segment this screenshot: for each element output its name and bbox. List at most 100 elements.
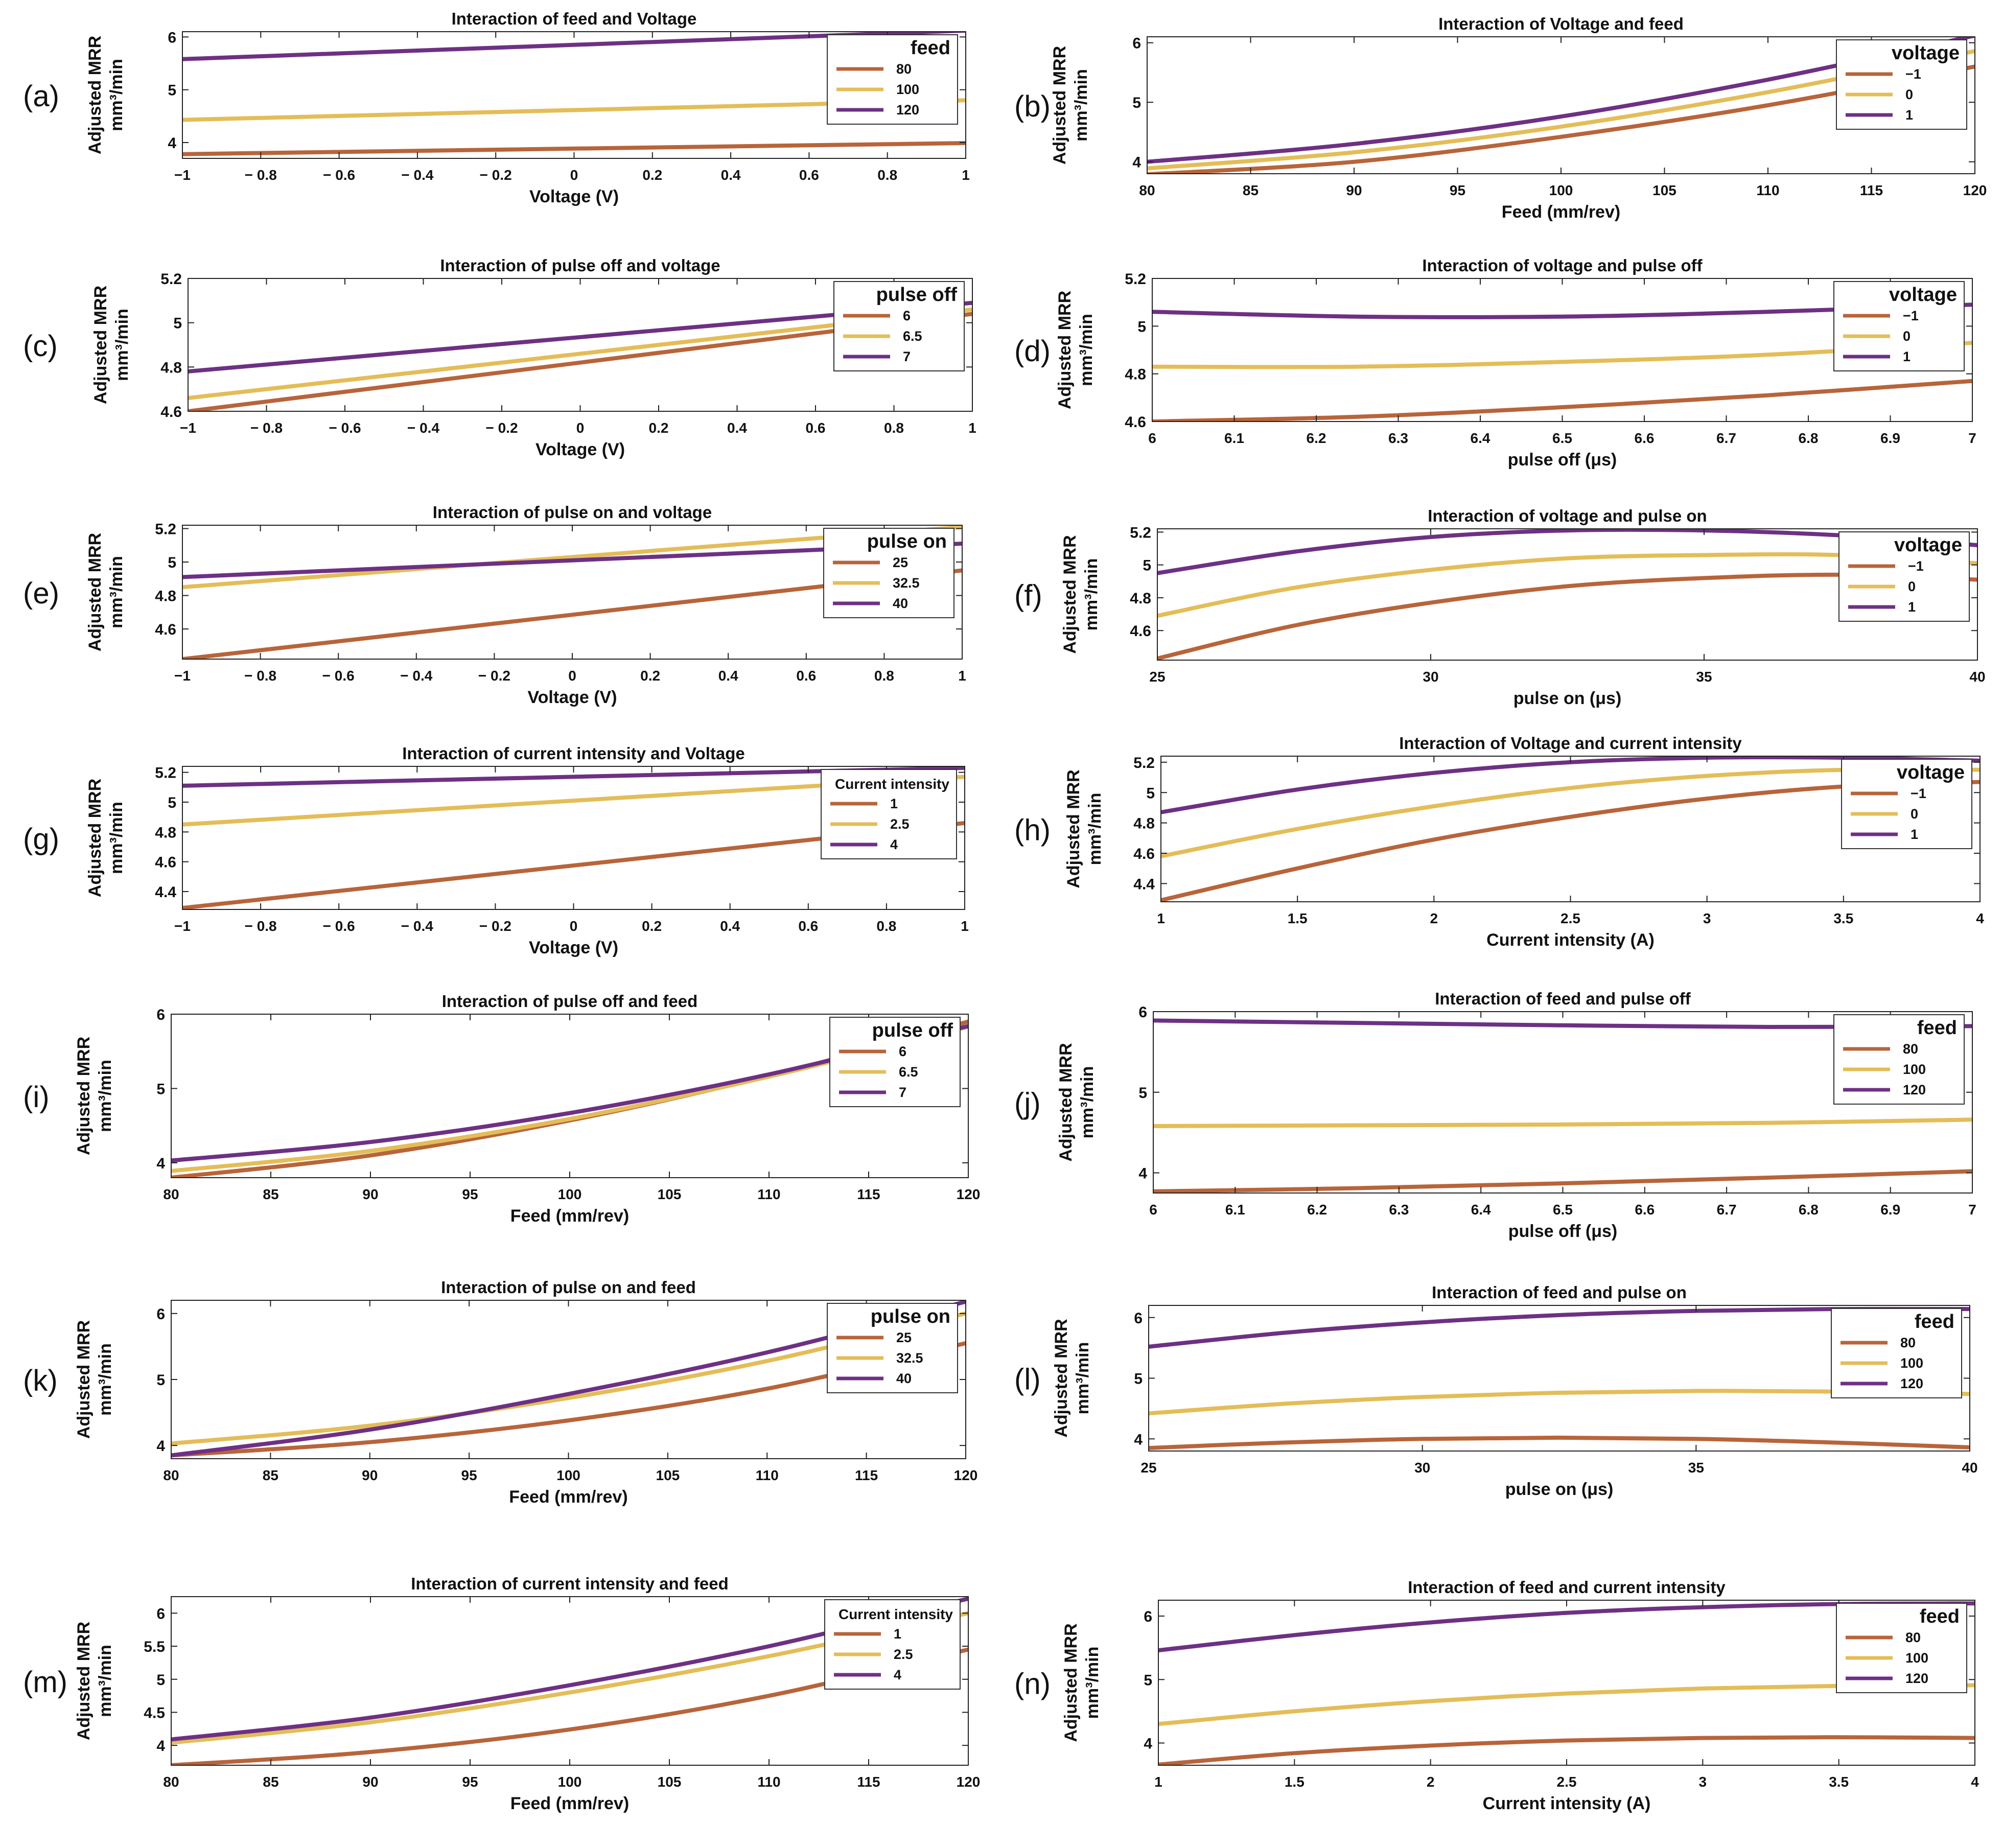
legend-box [824, 1599, 961, 1690]
x-tick-label: 110 [756, 1467, 779, 1483]
x-tick-label: 6.6 [1635, 430, 1655, 446]
legend-entry: 6 [903, 308, 911, 323]
x-axis-label: pulse off (μs) [1508, 1222, 1617, 1241]
y-tick-label: 5 [1144, 1672, 1152, 1689]
x-tick-label: 0 [568, 668, 576, 684]
y-axis-label: Adjusted MRR [85, 779, 105, 897]
y-tick-label: 5 [156, 1372, 165, 1389]
x-tick-label: 1 [968, 420, 976, 436]
legend: feed 80 100 120 [1833, 1014, 1965, 1105]
panel-m: (m) Interaction of current intensity and … [23, 1574, 980, 1813]
x-tick-label: 0.2 [640, 668, 660, 684]
legend-entry: 100 [1903, 1062, 1926, 1077]
x-tick-label: 0.4 [720, 918, 740, 934]
legend-title: voltage [1892, 42, 1960, 64]
y-tick-label: 5 [1134, 1371, 1143, 1388]
legend-title: feed [1917, 1017, 1957, 1039]
legend-entry: 1 [1911, 827, 1918, 842]
legend-entry: 7 [903, 349, 911, 364]
legend-entry: 0 [1911, 806, 1918, 822]
x-tick-label: 7 [1968, 1202, 1976, 1218]
x-tick-label: 6.7 [1716, 430, 1736, 446]
x-tick-label: 6.7 [1717, 1202, 1737, 1218]
y-tick-label: 4.6 [1125, 414, 1146, 431]
y-tick-label: 4.4 [155, 884, 176, 901]
legend-entry: 4 [890, 837, 898, 852]
x-tick-label: 120 [957, 1186, 981, 1202]
chart-title: Interaction of Voltage and feed [1438, 14, 1684, 33]
y-tick-label: 5.2 [1133, 755, 1155, 771]
legend-title: feed [1915, 1311, 1954, 1332]
panel-g: (g) Interaction of current intensity and … [23, 744, 969, 957]
x-tick-label: 6.9 [1880, 1202, 1900, 1218]
series-line-80 [1149, 1435, 1970, 1451]
y-tick-label: 4.6 [160, 404, 182, 420]
chart-title: Interaction of feed and pulse on [1432, 1283, 1687, 1302]
panel-c: (c) Interaction of pulse off and voltage A… [23, 256, 976, 459]
x-tick-label: 95 [462, 1774, 478, 1790]
x-tick-label: 110 [757, 1186, 780, 1202]
x-tick-label: − 0.6 [329, 420, 361, 436]
y-tick-label: 4.8 [155, 588, 176, 605]
y-tick-label: 4.8 [160, 359, 182, 376]
x-tick-label: 0.2 [642, 167, 662, 183]
y-tick-label: 4 [168, 135, 176, 152]
y-tick-label: 5.2 [1125, 271, 1146, 288]
x-tick-label: 100 [556, 1467, 580, 1483]
x-tick-label: 2.5 [1561, 910, 1580, 926]
legend-entry: −1 [1903, 308, 1919, 323]
x-tick-label: 0.6 [798, 918, 818, 934]
chart-title: Interaction of pulse off and voltage [440, 256, 720, 275]
chart-title: Interaction of feed and current intensit… [1408, 1578, 1726, 1597]
x-tick-label: 110 [757, 1774, 780, 1790]
legend: feed 80 100 120 [1836, 1603, 1967, 1693]
legend-entry: 1 [1903, 349, 1911, 364]
y-axis-unit: mm³/min [1078, 1066, 1097, 1139]
x-tick-label: 115 [855, 1467, 878, 1483]
y-tick-label: 4 [1132, 154, 1141, 171]
x-axis-label: pulse on (μs) [1513, 689, 1622, 708]
x-tick-label: 0.2 [642, 918, 662, 934]
x-tick-label: 80 [163, 1186, 179, 1202]
x-tick-label: − 0.4 [407, 420, 439, 436]
x-tick-label: − 0.6 [323, 918, 355, 934]
y-tick-label: 6 [1132, 35, 1141, 52]
x-tick-label: 6.5 [1553, 1202, 1573, 1218]
x-tick-label: 6.3 [1389, 1202, 1409, 1218]
y-tick-label: 6 [156, 1007, 165, 1023]
x-tick-label: 1.5 [1285, 1774, 1305, 1790]
panel-n: (n) Interaction of feed and current inten… [1014, 1578, 1979, 1813]
x-tick-label: 6.8 [1799, 1202, 1819, 1218]
y-tick-label: 6 [1138, 1004, 1147, 1021]
y-axis-unit: mm³/min [107, 802, 126, 874]
series-line-80 [1158, 1735, 1975, 1765]
x-tick-label: 6.8 [1799, 430, 1819, 446]
x-tick-label: 6.1 [1225, 1202, 1245, 1218]
x-tick-label: 6.4 [1471, 1202, 1491, 1218]
chart-title: Interaction of feed and Voltage [452, 9, 697, 28]
x-tick-label: 6.5 [1552, 430, 1572, 446]
legend-title: pulse off [872, 1020, 953, 1041]
legend-entry: 80 [1905, 1630, 1921, 1645]
x-tick-label: 30 [1423, 669, 1438, 685]
y-tick-label: 5 [1137, 318, 1146, 335]
x-axis-label: Feed (mm/rev) [510, 1794, 629, 1813]
legend-entry: 25 [896, 1330, 912, 1345]
y-tick-label: 5.2 [160, 271, 182, 288]
panel-d: (d) Interaction of voltage and pulse off A… [1014, 256, 1976, 470]
x-tick-label: 90 [362, 1186, 378, 1202]
x-tick-label: 0.8 [877, 167, 897, 183]
x-tick-label: 7 [1968, 430, 1976, 446]
panel-a: (a) Interaction of feed and Voltage Adjust… [23, 9, 970, 206]
y-tick-label: 6 [1144, 1608, 1152, 1625]
legend-entry: 0 [1908, 579, 1916, 594]
chart-title: Interaction of current intensity and fee… [411, 1574, 729, 1593]
y-tick-label: 4.8 [1133, 815, 1155, 832]
y-axis-label: Adjusted MRR [1050, 46, 1069, 165]
x-tick-label: 0 [570, 918, 578, 934]
legend-entry: −1 [1905, 66, 1921, 82]
x-tick-label: 6 [1149, 1202, 1157, 1218]
legend-entry: 100 [1900, 1355, 1923, 1371]
x-tick-label: 3 [1699, 1774, 1707, 1790]
x-tick-label: 6.2 [1307, 430, 1326, 446]
